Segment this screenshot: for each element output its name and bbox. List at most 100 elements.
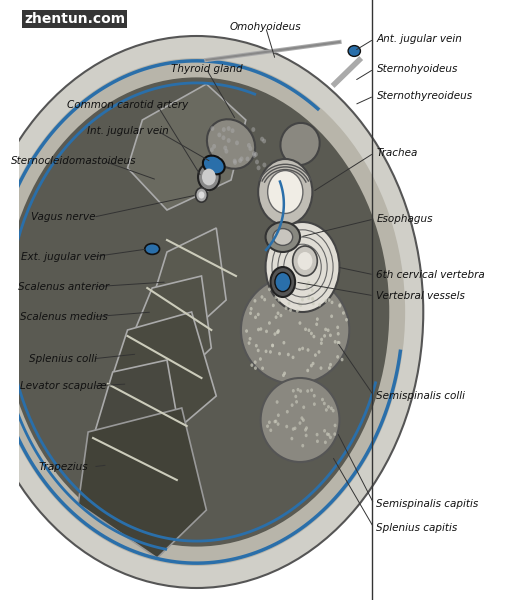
- Circle shape: [250, 364, 253, 367]
- Circle shape: [259, 357, 262, 361]
- Circle shape: [336, 326, 339, 329]
- Circle shape: [310, 388, 313, 392]
- Circle shape: [230, 130, 234, 134]
- Circle shape: [333, 433, 336, 436]
- Circle shape: [271, 344, 274, 347]
- Circle shape: [288, 302, 290, 305]
- Text: Levator scapulæ: Levator scapulæ: [20, 381, 107, 391]
- Circle shape: [317, 350, 321, 354]
- Circle shape: [311, 288, 314, 292]
- Circle shape: [241, 140, 244, 145]
- Ellipse shape: [207, 119, 255, 169]
- Circle shape: [291, 403, 293, 407]
- Circle shape: [277, 413, 280, 417]
- Circle shape: [253, 299, 257, 302]
- Circle shape: [280, 314, 283, 317]
- Circle shape: [298, 421, 302, 425]
- Circle shape: [268, 421, 271, 424]
- Circle shape: [310, 332, 313, 335]
- Ellipse shape: [145, 244, 160, 254]
- Circle shape: [313, 394, 316, 398]
- Circle shape: [244, 134, 248, 139]
- Text: Int. jugular vein: Int. jugular vein: [87, 126, 168, 136]
- Circle shape: [277, 329, 280, 332]
- Circle shape: [268, 287, 271, 291]
- Circle shape: [304, 328, 307, 331]
- Circle shape: [307, 296, 310, 300]
- Ellipse shape: [261, 378, 339, 462]
- Circle shape: [337, 341, 340, 344]
- Circle shape: [218, 127, 222, 132]
- Circle shape: [229, 136, 233, 141]
- Circle shape: [223, 160, 226, 165]
- Circle shape: [286, 410, 289, 413]
- Circle shape: [231, 164, 235, 169]
- Circle shape: [273, 420, 276, 424]
- Circle shape: [269, 350, 272, 354]
- Text: Splenius capitis: Splenius capitis: [376, 523, 458, 533]
- Circle shape: [255, 148, 259, 153]
- Circle shape: [294, 395, 297, 398]
- Circle shape: [342, 311, 345, 315]
- Circle shape: [257, 349, 260, 352]
- Text: Vertebral vessels: Vertebral vessels: [376, 291, 465, 301]
- Circle shape: [340, 358, 344, 361]
- Circle shape: [301, 416, 304, 420]
- Circle shape: [324, 299, 327, 303]
- Circle shape: [316, 317, 319, 321]
- Circle shape: [212, 134, 216, 139]
- Circle shape: [293, 246, 317, 276]
- Circle shape: [325, 408, 328, 412]
- Circle shape: [314, 353, 317, 357]
- Circle shape: [311, 297, 314, 301]
- Circle shape: [285, 425, 288, 428]
- Circle shape: [337, 341, 339, 344]
- Circle shape: [276, 330, 280, 334]
- Circle shape: [260, 126, 264, 131]
- Circle shape: [276, 290, 279, 293]
- Circle shape: [312, 302, 315, 305]
- Circle shape: [214, 145, 218, 149]
- Circle shape: [316, 439, 319, 443]
- Circle shape: [298, 347, 301, 351]
- Circle shape: [276, 311, 280, 315]
- Circle shape: [254, 361, 257, 364]
- Circle shape: [263, 131, 267, 136]
- Circle shape: [249, 311, 252, 315]
- Ellipse shape: [266, 222, 300, 252]
- Circle shape: [324, 287, 327, 291]
- Circle shape: [285, 306, 288, 310]
- Circle shape: [324, 440, 327, 444]
- Circle shape: [273, 283, 276, 286]
- Circle shape: [275, 400, 279, 404]
- Circle shape: [324, 328, 327, 331]
- Circle shape: [289, 308, 292, 312]
- Circle shape: [268, 170, 303, 214]
- Circle shape: [334, 340, 337, 344]
- Circle shape: [0, 58, 405, 566]
- Circle shape: [258, 158, 261, 163]
- Circle shape: [274, 419, 278, 423]
- Circle shape: [265, 350, 268, 353]
- Circle shape: [261, 367, 264, 370]
- Circle shape: [272, 304, 275, 307]
- Text: Thyroid gland: Thyroid gland: [170, 64, 242, 74]
- Circle shape: [329, 363, 332, 367]
- Circle shape: [278, 298, 281, 302]
- Circle shape: [255, 344, 258, 347]
- Circle shape: [330, 407, 333, 410]
- Circle shape: [278, 291, 280, 295]
- Circle shape: [327, 328, 330, 332]
- Circle shape: [257, 328, 260, 331]
- Circle shape: [338, 304, 342, 308]
- Circle shape: [297, 302, 301, 305]
- Circle shape: [250, 307, 252, 311]
- Circle shape: [327, 405, 330, 409]
- Circle shape: [302, 406, 305, 409]
- Polygon shape: [127, 276, 211, 390]
- Circle shape: [271, 344, 274, 347]
- Circle shape: [292, 427, 295, 431]
- Polygon shape: [127, 84, 246, 210]
- Circle shape: [301, 444, 304, 448]
- Circle shape: [328, 298, 331, 302]
